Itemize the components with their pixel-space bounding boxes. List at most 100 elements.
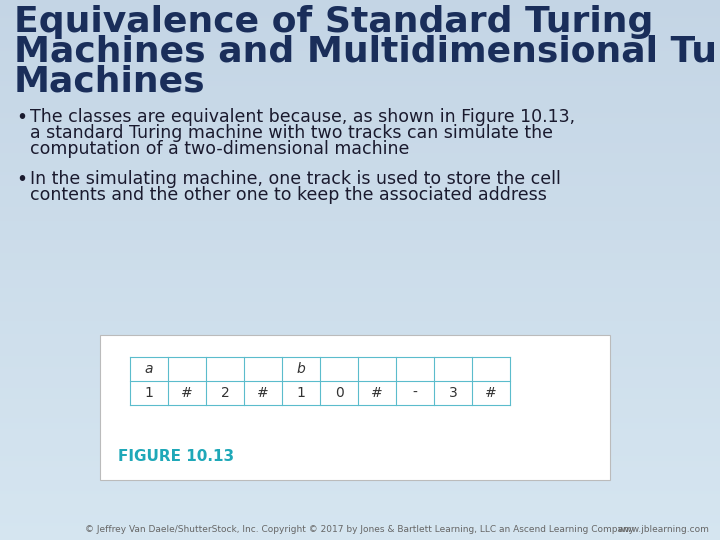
Bar <box>0 515 720 518</box>
Bar <box>0 143 720 146</box>
Bar <box>0 75 720 78</box>
Bar <box>0 404 720 408</box>
Bar <box>0 118 720 122</box>
Bar <box>0 159 720 162</box>
Text: #: # <box>257 386 269 400</box>
Bar <box>0 475 720 478</box>
Bar <box>0 491 720 494</box>
Bar <box>0 13 720 16</box>
Text: #: # <box>485 386 497 400</box>
Text: #: # <box>181 386 193 400</box>
Bar <box>0 294 720 297</box>
Bar <box>0 237 720 240</box>
Bar <box>0 124 720 127</box>
Bar <box>0 283 720 286</box>
Bar <box>0 229 720 232</box>
Text: b: b <box>297 362 305 376</box>
Bar <box>0 437 720 440</box>
Bar <box>0 126 720 130</box>
Bar <box>0 51 720 54</box>
Bar <box>0 129 720 132</box>
Text: In the simulating machine, one track is used to store the cell: In the simulating machine, one track is … <box>30 170 561 188</box>
Bar <box>0 70 720 73</box>
Bar <box>0 386 720 389</box>
Bar <box>0 172 720 176</box>
Bar <box>0 16 720 19</box>
Bar <box>0 388 720 392</box>
Bar <box>0 510 720 513</box>
Bar <box>0 148 720 151</box>
Bar <box>0 18 720 22</box>
Bar <box>0 467 720 470</box>
Bar <box>0 35 720 38</box>
Bar <box>0 40 720 43</box>
Bar <box>0 334 720 338</box>
Text: Machines and Multidimensional Turing: Machines and Multidimensional Turing <box>14 35 720 69</box>
Bar <box>0 483 720 486</box>
Text: 2: 2 <box>220 386 230 400</box>
Bar <box>0 440 720 443</box>
Bar <box>0 194 720 197</box>
Bar <box>0 72 720 76</box>
Bar <box>0 21 720 24</box>
Bar <box>0 207 720 211</box>
Bar <box>0 62 720 65</box>
Bar <box>0 248 720 251</box>
Bar <box>0 226 720 230</box>
Text: 3: 3 <box>449 386 457 400</box>
Bar <box>0 421 720 424</box>
Bar <box>0 418 720 421</box>
Bar <box>0 448 720 451</box>
Bar <box>0 529 720 532</box>
Text: Machines: Machines <box>14 65 206 99</box>
Bar <box>0 537 720 540</box>
Text: -: - <box>413 386 418 400</box>
Bar <box>0 278 720 281</box>
Bar <box>0 461 720 464</box>
Bar <box>0 361 720 365</box>
Bar <box>0 137 720 140</box>
Bar <box>0 499 720 502</box>
Bar <box>0 394 720 397</box>
Bar <box>0 153 720 157</box>
Bar <box>0 356 720 359</box>
Text: •: • <box>16 108 27 127</box>
Bar <box>0 391 720 394</box>
Text: a: a <box>145 362 153 376</box>
Bar <box>0 45 720 49</box>
Bar <box>0 91 720 94</box>
Bar <box>0 132 720 135</box>
Bar <box>0 32 720 35</box>
Bar <box>0 107 720 111</box>
Bar <box>0 224 720 227</box>
Bar <box>0 523 720 526</box>
Bar <box>0 167 720 170</box>
Bar <box>0 442 720 446</box>
Bar <box>0 2 720 5</box>
Bar <box>0 215 720 219</box>
Bar <box>0 59 720 62</box>
Bar <box>0 413 720 416</box>
Bar <box>0 445 720 448</box>
Bar <box>0 151 720 154</box>
Bar <box>0 496 720 500</box>
Bar <box>0 399 720 402</box>
Bar <box>0 407 720 410</box>
Bar <box>0 37 720 40</box>
Bar <box>0 345 720 348</box>
Bar <box>0 329 720 332</box>
Bar <box>0 26 720 30</box>
Bar <box>0 64 720 68</box>
Bar <box>0 272 720 275</box>
Bar <box>0 234 720 238</box>
Bar <box>0 348 720 351</box>
Bar <box>0 175 720 178</box>
Text: 1: 1 <box>297 386 305 400</box>
Text: #: # <box>371 386 383 400</box>
Bar <box>0 534 720 537</box>
Bar <box>0 251 720 254</box>
Bar <box>0 477 720 481</box>
Bar <box>0 323 720 327</box>
Text: www.jblearning.com: www.jblearning.com <box>618 525 710 534</box>
Bar <box>0 302 720 305</box>
